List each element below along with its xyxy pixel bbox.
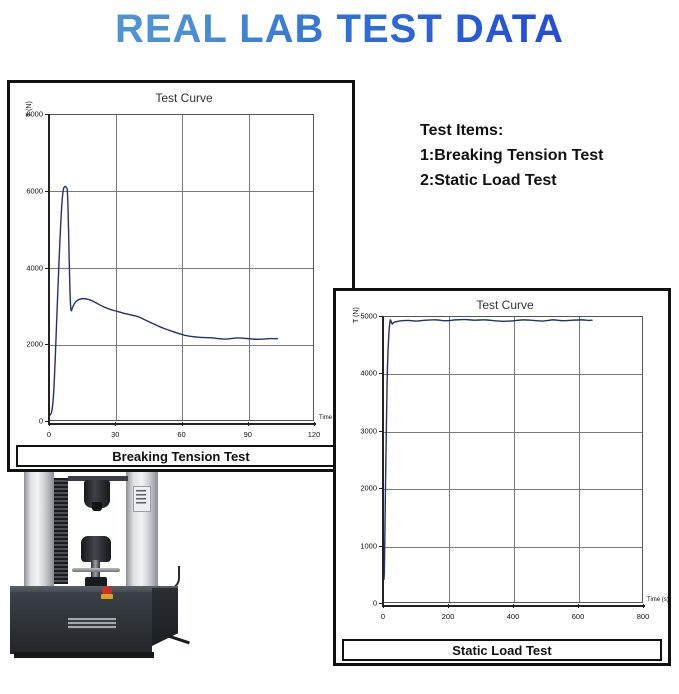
chart2-plot-area xyxy=(383,316,643,603)
chart1-x-axis xyxy=(48,423,316,425)
tick-mark-y xyxy=(379,488,383,490)
machine-nameplate xyxy=(68,618,116,629)
chart1-inner: Test Curve T (N) 0 2000 4000 6000 8000 0 30 60… xyxy=(10,83,352,469)
machine-handwheel-bar xyxy=(72,568,120,572)
page-title: REAL LAB TEST DATA xyxy=(0,2,679,56)
tick-label-y: 8000 xyxy=(26,109,43,119)
chart1-plot-area xyxy=(49,114,314,421)
tick-label-y: 1000 xyxy=(360,541,377,551)
test-items-block: Test Items: 1:Breaking Tension Test 2:St… xyxy=(420,118,603,193)
chart2-y-axis xyxy=(382,316,384,607)
chart2-x-axis-label: Time (s) xyxy=(647,597,669,603)
chart1-x-axis-label: Time xyxy=(319,415,333,421)
machine-lower-grip-shaft xyxy=(91,560,100,584)
chart2-gridline-400 xyxy=(514,317,515,602)
chart1-gridline-2000 xyxy=(50,345,313,346)
tick-label-x: 60 xyxy=(177,430,186,439)
tick-label-y: 2000 xyxy=(360,483,377,493)
tick-label-y: 4000 xyxy=(26,263,43,272)
tick-mark-y xyxy=(379,373,383,375)
chart2-gridline-200 xyxy=(449,317,450,602)
tick-label-x: 600 xyxy=(571,612,585,621)
tick-label-y: 2000 xyxy=(26,339,43,349)
chart1-gridline-90 xyxy=(249,115,250,420)
emergency-stop-button[interactable] xyxy=(102,586,112,596)
chart2-gridline-2000 xyxy=(384,489,642,490)
chart1-y-axis xyxy=(48,114,50,425)
chart1-gridline-30 xyxy=(116,115,117,420)
chart2-inner: Test Curve T (N) 0 1000 2000 3000 4000 5000 0… xyxy=(336,291,669,663)
tick-label-x: 120 xyxy=(307,430,321,439)
chart-card-static-load: Test Curve T (N) 0 1000 2000 3000 4000 5000 0… xyxy=(333,288,671,666)
tick-mark-y xyxy=(379,430,383,432)
tick-mark-y xyxy=(45,114,49,115)
test-item-1: 1:Breaking Tension Test xyxy=(420,147,604,164)
tick-label-x: 90 xyxy=(243,430,252,439)
chart1-gridline-4000 xyxy=(50,268,313,269)
machine-crosshead xyxy=(68,476,128,481)
chart-card-breaking-tension: Test Curve T (N) 0 2000 4000 6000 8000 0 30 60… xyxy=(7,80,355,472)
chart2-gridline-600 xyxy=(579,317,580,602)
tick-label-y: 4000 xyxy=(360,368,377,378)
tick-mark-y xyxy=(379,316,383,317)
machine-upper-grip-jaw xyxy=(92,502,102,511)
machine-rack xyxy=(54,478,68,584)
machine-power-cord xyxy=(168,634,190,645)
emergency-stop-base xyxy=(101,594,113,599)
chart2-gridline-4000 xyxy=(384,374,642,375)
tick-label-x: 0 xyxy=(46,430,52,439)
tick-label-x: 400 xyxy=(506,612,520,621)
tick-mark-y xyxy=(379,603,383,604)
test-item-2: 2:Static Load Test xyxy=(420,172,557,189)
test-items-heading: Test Items: xyxy=(420,122,504,139)
tick-mark-y xyxy=(45,267,49,269)
machine-base-bottom-shadow xyxy=(14,652,154,658)
tick-label-y: 5000 xyxy=(360,311,377,321)
chart2-curve xyxy=(384,318,593,581)
chart1-curve xyxy=(50,185,279,416)
chart1-gridline-60 xyxy=(182,115,183,420)
tick-label-x: 200 xyxy=(441,612,455,621)
tick-mark-y xyxy=(45,421,49,422)
machine-photo xyxy=(8,470,218,686)
chart2-title: Test Curve xyxy=(476,298,534,312)
machine-control-panel-buttons[interactable] xyxy=(136,490,146,506)
machine-left-column xyxy=(24,472,54,594)
tick-label-x: 800 xyxy=(636,612,650,621)
machine-base-top xyxy=(10,586,178,596)
chart2-gridline-1000 xyxy=(384,547,642,548)
machine-lower-grip xyxy=(81,536,111,562)
tick-mark-y xyxy=(45,344,49,346)
tick-mark-y xyxy=(45,190,49,192)
chart2-caption: Static Load Test xyxy=(342,639,662,661)
tick-label-y: 3000 xyxy=(360,426,377,436)
tick-label-y: 0 xyxy=(372,598,377,608)
tick-label-y: 6000 xyxy=(26,186,43,196)
chart2-x-axis xyxy=(382,605,645,607)
chart1-caption: Breaking Tension Test xyxy=(16,445,346,467)
tick-label-x: 0 xyxy=(380,612,386,621)
tick-mark-y xyxy=(379,545,383,547)
tick-label-x: 30 xyxy=(111,430,120,439)
chart2-gridline-3000 xyxy=(384,432,642,433)
tick-label-y: 0 xyxy=(38,416,43,426)
chart1-gridline-6000 xyxy=(50,191,313,192)
chart1-title: Test Curve xyxy=(155,91,213,105)
